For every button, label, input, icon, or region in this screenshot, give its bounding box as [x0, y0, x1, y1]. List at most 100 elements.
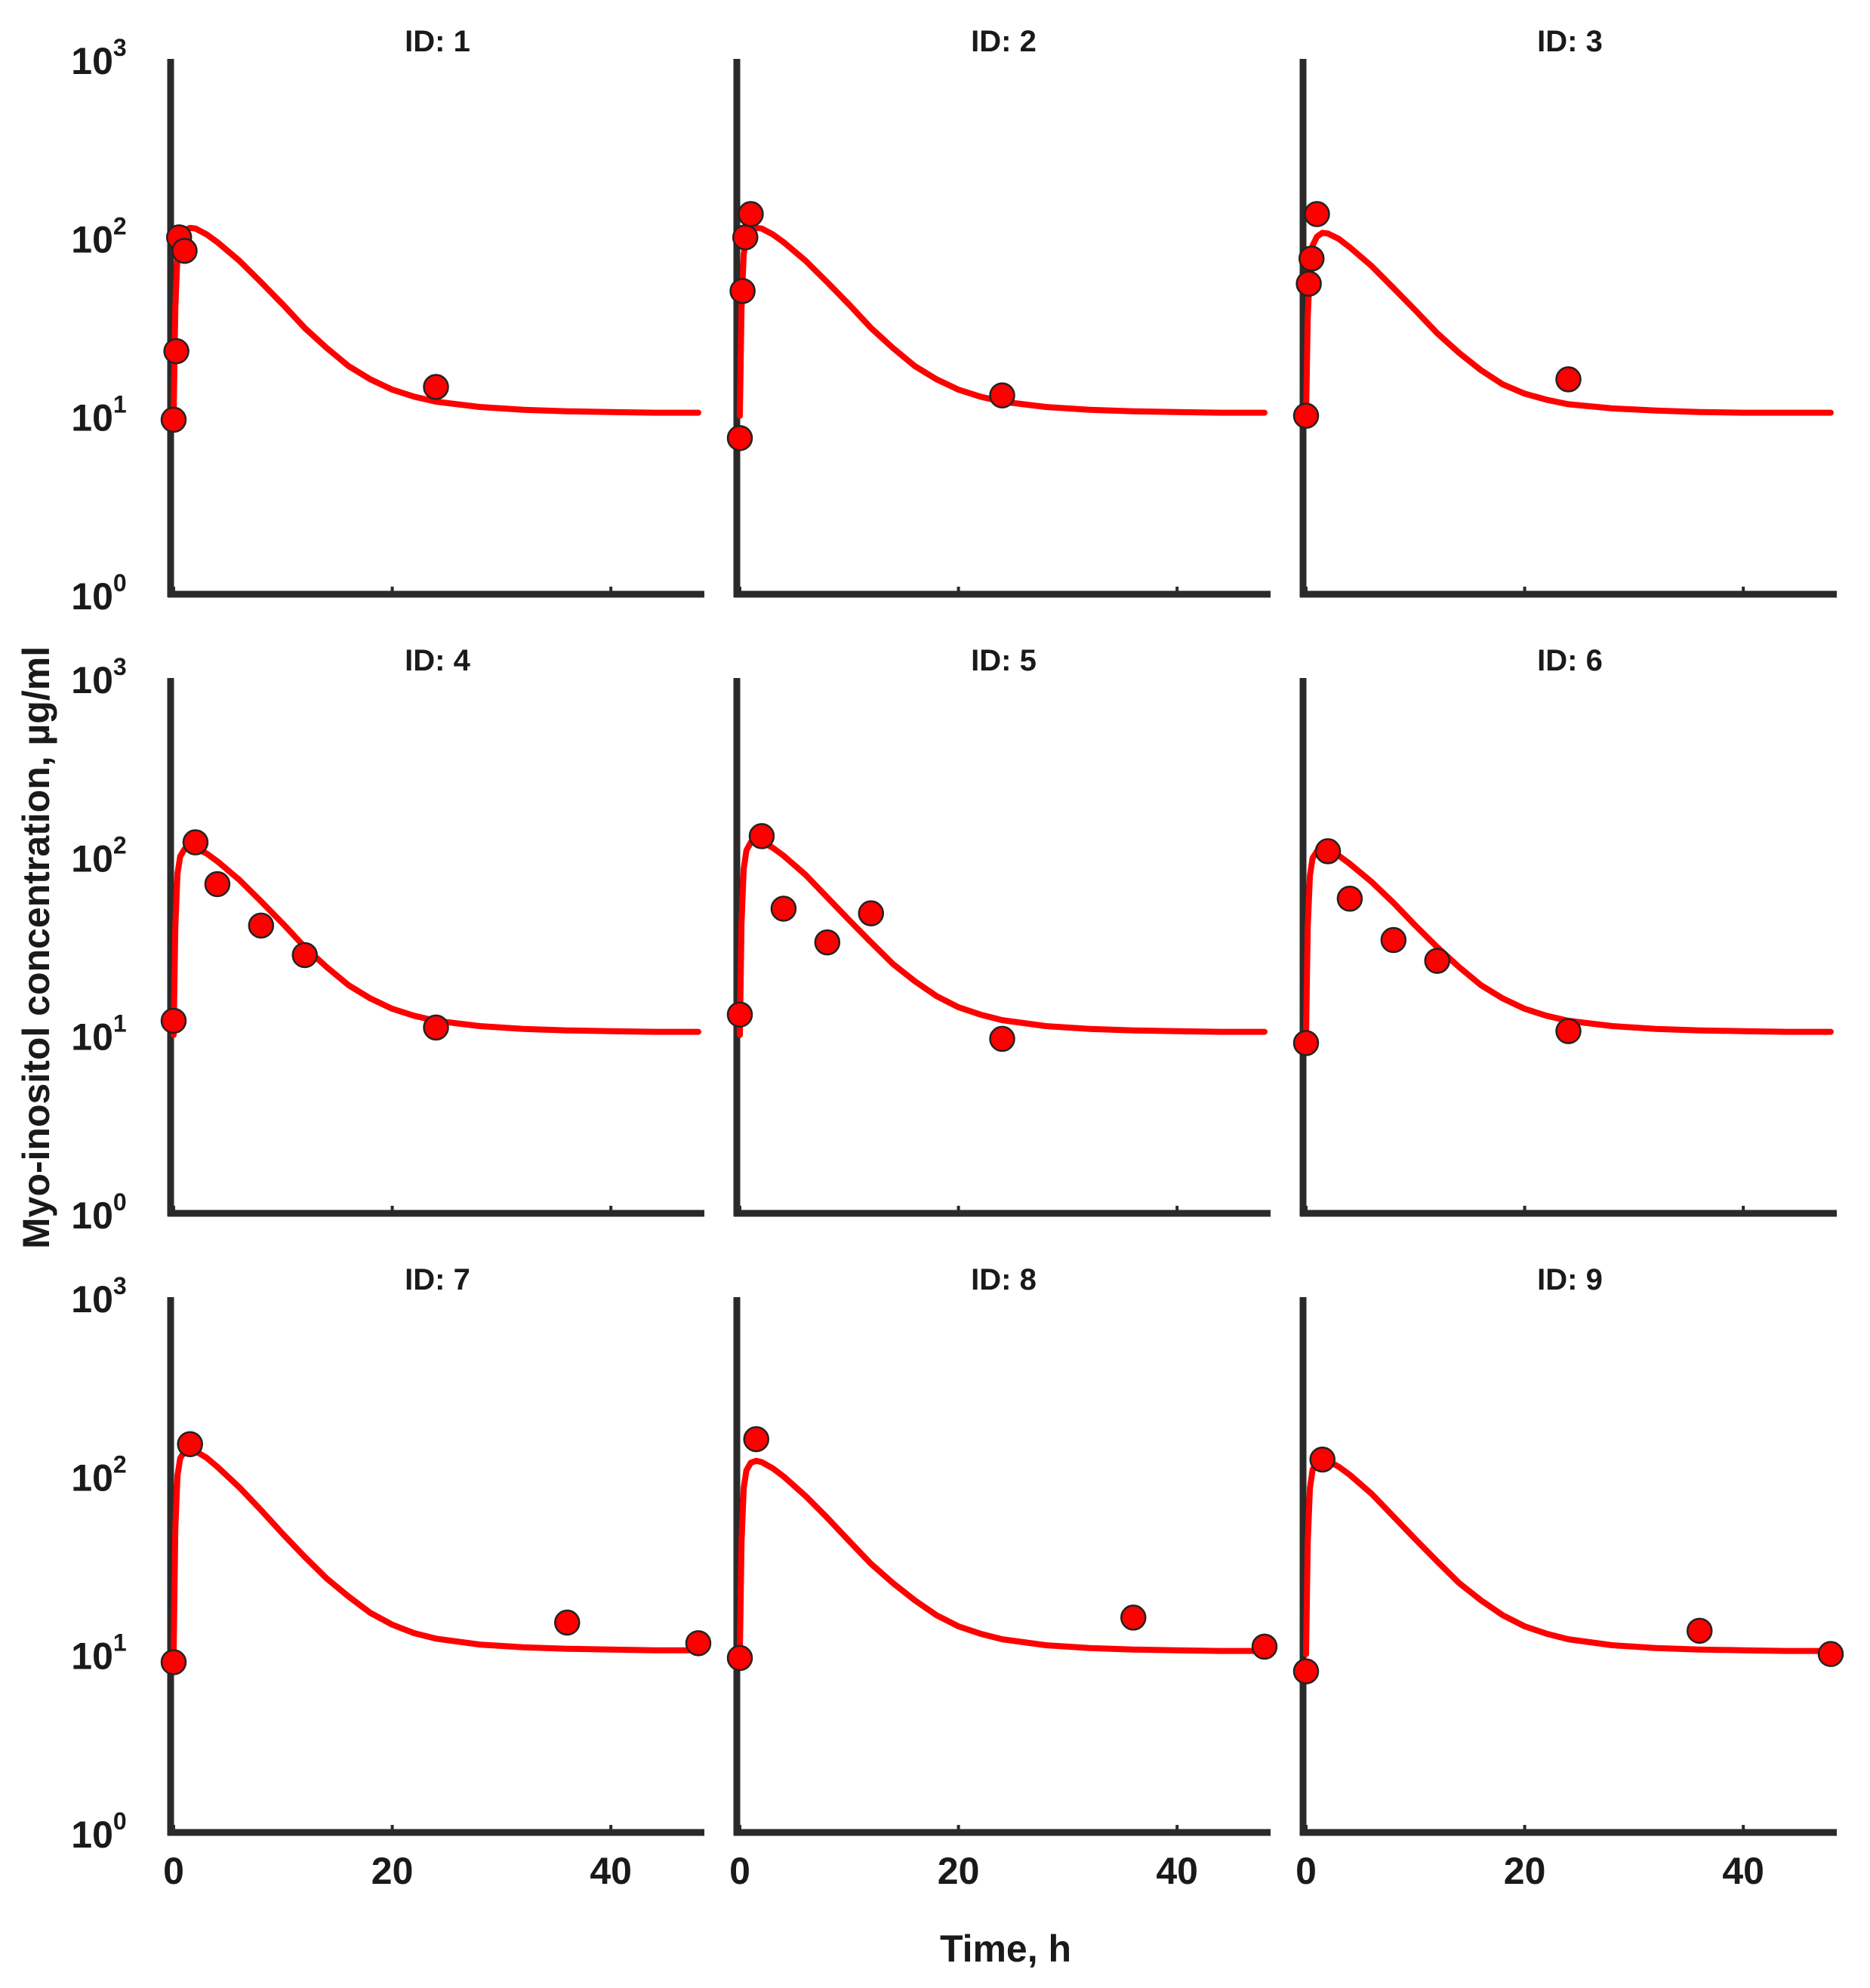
data-point: [554, 1609, 581, 1636]
data-point: [248, 912, 275, 939]
panel-title: ID: 3: [1537, 25, 1603, 58]
model-curve: [171, 1446, 701, 1657]
y-tick-base: 10: [71, 1194, 113, 1237]
panel-title: ID: 2: [971, 25, 1037, 58]
x-tick-label: 20: [1504, 1850, 1546, 1892]
y-tick-exponent: 1: [113, 1629, 127, 1657]
x-tick-label: 40: [590, 1850, 632, 1892]
data-point: [1817, 1641, 1844, 1667]
y-tick-exponent: 3: [113, 34, 127, 61]
data-point: [748, 823, 775, 849]
y-tick-exponent: 0: [113, 569, 127, 596]
data-point: [732, 224, 759, 251]
model-curve: [737, 1457, 1268, 1657]
data-point: [729, 278, 756, 304]
model-curve: [171, 843, 701, 1038]
y-tick-base: 10: [71, 40, 113, 82]
data-point: [163, 337, 189, 365]
data-point: [1424, 948, 1450, 974]
panel-title: ID: 7: [405, 1263, 470, 1296]
y-tick-label: 100: [71, 1808, 126, 1856]
data-point: [726, 424, 753, 452]
y-tick-exponent: 3: [113, 653, 127, 680]
x-tick-label: 40: [1156, 1850, 1198, 1892]
y-tick-base: 10: [71, 1278, 113, 1321]
y-tick-base: 10: [71, 397, 113, 439]
data-point: [685, 1630, 712, 1657]
data-point: [1380, 926, 1407, 954]
y-tick-base: 10: [71, 1635, 113, 1678]
y-tick-exponent: 0: [113, 1808, 127, 1835]
data-point: [291, 942, 318, 969]
y-tick-base: 10: [71, 1016, 113, 1059]
data-point: [1336, 885, 1363, 912]
data-point: [738, 201, 764, 227]
y-axis-label: Myo-inositol concentration, µg/ml: [15, 646, 57, 1249]
x-tick-label: 0: [1295, 1850, 1317, 1892]
panel-title: ID: 8: [971, 1263, 1037, 1296]
data-point: [726, 1644, 753, 1672]
model-curve: [1303, 230, 1834, 419]
x-tick-label: 40: [1722, 1850, 1764, 1892]
panel-3: ID: 3: [1292, 25, 1837, 598]
panel-8: ID: 8 0 20 40: [726, 1263, 1278, 1892]
y-tick-label: 103: [71, 34, 126, 82]
y-tick-label: 102: [71, 1450, 126, 1499]
data-point: [814, 929, 841, 956]
data-point: [171, 237, 198, 264]
data-point: [1292, 1030, 1320, 1056]
data-point: [770, 895, 797, 922]
x-axis-label: Time, h: [940, 1928, 1071, 1970]
data-point: [204, 871, 231, 898]
data-point: [726, 1001, 753, 1028]
panel-title: ID: 5: [971, 644, 1037, 677]
data-point: [1295, 270, 1322, 297]
y-tick-label: 102: [71, 212, 126, 260]
data-point: [423, 374, 449, 400]
panel-title: ID: 6: [1537, 644, 1603, 677]
y-tick-exponent: 0: [113, 1188, 127, 1216]
y-tick-exponent: 2: [113, 212, 127, 239]
y-tick-base: 10: [71, 1814, 113, 1856]
data-point: [160, 1007, 187, 1034]
data-point: [1314, 838, 1342, 865]
data-point: [989, 382, 1015, 408]
data-point: [1309, 1446, 1335, 1473]
y-tick-exponent: 2: [113, 831, 127, 858]
y-tick-label: 102: [71, 831, 126, 880]
y-tick-label: 103: [71, 1272, 126, 1321]
panel-6: ID: 6: [1292, 644, 1837, 1217]
x-tick-label: 0: [163, 1850, 184, 1892]
y-tick-label: 103: [71, 653, 126, 701]
y-tick-base: 10: [71, 575, 113, 618]
data-point: [1304, 201, 1330, 227]
data-point: [989, 1025, 1015, 1053]
data-point: [1251, 1633, 1278, 1660]
y-tick-exponent: 1: [113, 391, 127, 418]
data-point: [177, 1431, 203, 1457]
data-point: [1687, 1617, 1713, 1644]
data-point: [1292, 402, 1320, 429]
y-tick-label: 101: [71, 391, 126, 439]
y-tick-label: 100: [71, 569, 126, 618]
data-point: [423, 1014, 449, 1041]
y-tick-label: 101: [71, 1629, 126, 1678]
panel-5: ID: 5: [726, 644, 1271, 1217]
y-tick-base: 10: [71, 659, 113, 701]
y-tick-base: 10: [71, 1456, 113, 1499]
data-point: [160, 1649, 187, 1675]
y-tick-label: 100: [71, 1188, 126, 1237]
y-tick-exponent: 2: [113, 1450, 127, 1478]
x-tick-label: 0: [729, 1850, 750, 1892]
panel-9: ID: 9 0 20 40: [1292, 1263, 1844, 1892]
y-tick-exponent: 1: [113, 1010, 127, 1037]
data-point: [1120, 1604, 1147, 1631]
y-tick-exponent: 3: [113, 1272, 127, 1299]
data-point: [1555, 1018, 1582, 1044]
data-point: [1292, 1658, 1320, 1684]
x-tick-label: 20: [938, 1850, 980, 1892]
